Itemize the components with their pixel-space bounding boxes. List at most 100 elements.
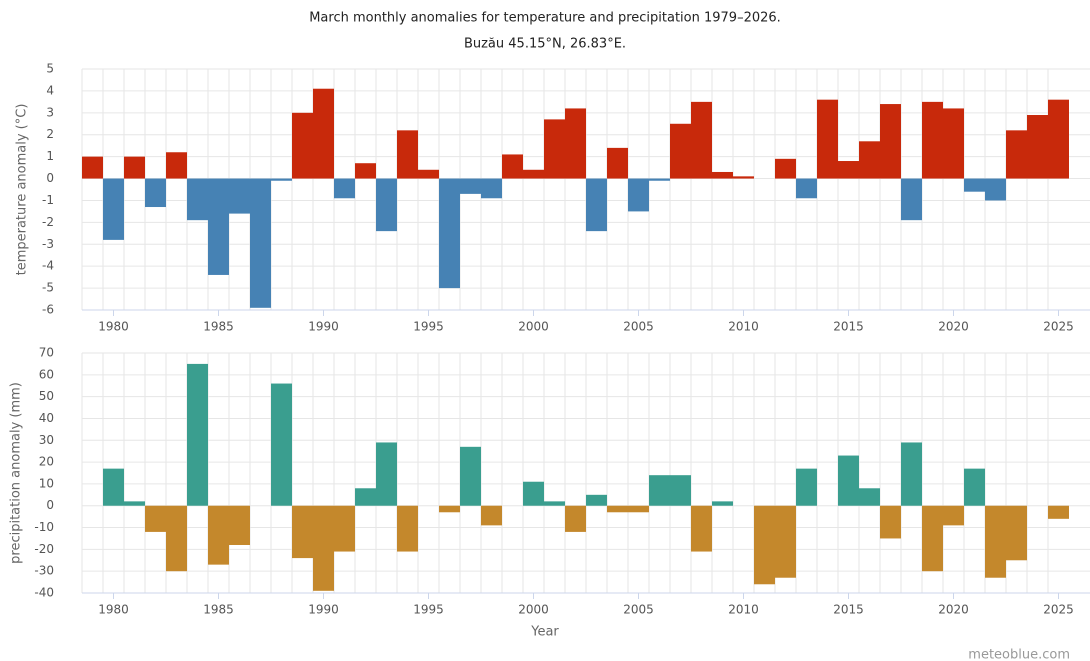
bar (271, 383, 292, 506)
bar (775, 158, 796, 179)
bar (796, 178, 817, 199)
bar (1048, 505, 1069, 519)
y-tick-label: -1 (42, 193, 54, 207)
bar (292, 112, 313, 179)
y-tick-label: -4 (42, 259, 54, 273)
bar (313, 505, 334, 591)
bar (187, 178, 208, 221)
x-tick-label: 2015 (833, 603, 864, 617)
chart-title: March monthly anomalies for temperature … (309, 11, 781, 26)
bar (586, 494, 607, 506)
x-tick-label: 1980 (98, 320, 129, 334)
bar (544, 119, 565, 179)
bar (943, 108, 964, 179)
x-tick-label: 2020 (938, 320, 969, 334)
bar (607, 147, 628, 179)
bar (796, 468, 817, 506)
bar (502, 154, 523, 179)
bar (187, 363, 208, 506)
bar (145, 178, 166, 208)
x-tick-label: 1990 (308, 603, 339, 617)
bar (565, 505, 586, 532)
bar (964, 178, 985, 192)
bar (964, 468, 985, 506)
bar (166, 152, 187, 179)
bar (103, 468, 124, 506)
bar (481, 178, 502, 199)
y-axis-title: temperature anomaly (°C) (15, 104, 30, 276)
bar (523, 169, 544, 179)
bar (628, 178, 649, 212)
bar (166, 505, 187, 572)
x-tick-label: 2025 (1043, 603, 1074, 617)
y-tick-label: -20 (34, 542, 54, 556)
bar (985, 505, 1006, 578)
x-tick-label: 2000 (518, 320, 549, 334)
bar (439, 505, 460, 513)
bar (628, 505, 649, 513)
bar (838, 455, 859, 506)
bar (691, 505, 712, 552)
bar (985, 178, 1006, 201)
bar (712, 171, 733, 179)
bar (271, 178, 292, 181)
y-tick-label: 70 (39, 346, 54, 360)
x-tick-label: 2025 (1043, 320, 1074, 334)
bar (124, 156, 145, 179)
y-tick-label: 3 (46, 105, 54, 119)
y-tick-label: 20 (39, 455, 54, 469)
bar (250, 178, 271, 308)
bar (922, 101, 943, 179)
bar (208, 178, 229, 275)
bar (334, 505, 355, 552)
bar (208, 505, 229, 565)
bar (859, 488, 880, 506)
bar (313, 88, 334, 179)
bar (607, 505, 628, 513)
bar (124, 501, 145, 506)
y-tick-label: 30 (39, 433, 54, 447)
y-tick-label: 0 (46, 171, 54, 185)
x-tick-label: 1985 (203, 320, 234, 334)
y-tick-label: 1 (46, 149, 54, 163)
bar (712, 501, 733, 506)
bar (586, 178, 607, 232)
bar (544, 501, 565, 506)
y-tick-label: 0 (46, 498, 54, 512)
bar (229, 178, 250, 214)
bar (649, 178, 670, 181)
bar (880, 104, 901, 179)
bar (901, 442, 922, 506)
bar (754, 505, 775, 585)
bar (376, 178, 397, 232)
x-tick-label: 2020 (938, 603, 969, 617)
bar (460, 446, 481, 506)
bar (1006, 505, 1027, 561)
y-tick-label: -10 (34, 520, 54, 534)
bar (439, 178, 460, 289)
bar (649, 475, 670, 506)
bar (565, 108, 586, 179)
x-tick-label: 1995 (413, 603, 444, 617)
bar (859, 141, 880, 179)
y-tick-label: 2 (46, 127, 54, 141)
y-tick-label: -30 (34, 564, 54, 578)
y-tick-label: 50 (39, 389, 54, 403)
bar (1048, 99, 1069, 179)
y-tick-label: 4 (46, 83, 54, 97)
bar (397, 505, 418, 552)
x-tick-label: 2010 (728, 320, 759, 334)
bar (880, 505, 901, 539)
x-tick-label: 1995 (413, 320, 444, 334)
bar (901, 178, 922, 221)
y-axis-title: precipitation anomaly (mm) (9, 382, 24, 564)
y-tick-label: -6 (42, 303, 54, 317)
bar (1006, 130, 1027, 179)
y-tick-label: -40 (34, 586, 54, 600)
bar (355, 163, 376, 179)
credit: meteoblue.com (968, 648, 1070, 661)
x-tick-label: 1985 (203, 603, 234, 617)
bar (670, 475, 691, 506)
bar (229, 505, 250, 545)
x-tick-label: 2015 (833, 320, 864, 334)
